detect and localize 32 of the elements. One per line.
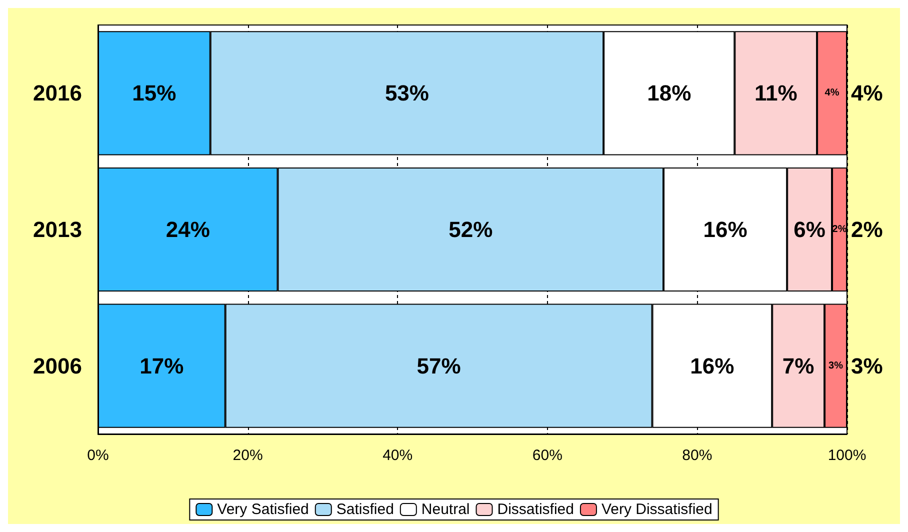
- y-tick-label: 2006: [33, 353, 82, 378]
- legend-label: Satisfied: [336, 501, 394, 518]
- data-label: 11%: [754, 80, 798, 106]
- y-tick-label: 2013: [33, 217, 82, 242]
- x-tick-label: 40%: [382, 447, 413, 464]
- x-tick-label: 0%: [87, 447, 109, 464]
- legend-label: Neutral: [421, 501, 470, 518]
- text: 3%: [851, 353, 883, 378]
- data-label: 52%: [448, 217, 493, 242]
- data-label: 16%: [703, 217, 748, 242]
- data-label: 57%: [416, 353, 461, 378]
- data-label: 6%: [794, 217, 826, 242]
- data-label: 24%: [166, 217, 210, 242]
- data-label: 16%: [690, 353, 734, 378]
- text: 2%: [851, 217, 883, 242]
- legend-label: Dissatisfied: [497, 501, 574, 518]
- legend-label: Very Dissatisfied: [601, 501, 712, 518]
- x-tick-label: 100%: [828, 447, 866, 464]
- data-label: 4%: [824, 88, 840, 99]
- data-label: 15%: [132, 80, 176, 106]
- data-label: 17%: [140, 353, 184, 378]
- x-tick-label: 60%: [532, 447, 562, 464]
- legend-label: Very Satisfied: [217, 501, 309, 518]
- text: 4%: [851, 80, 883, 106]
- y-tick-label: 2016: [33, 80, 82, 106]
- data-label: 7%: [782, 353, 814, 378]
- data-label: 2%: [832, 224, 847, 235]
- x-tick-label: 80%: [682, 447, 712, 464]
- data-label: 3%: [828, 360, 844, 372]
- data-label: 18%: [647, 80, 692, 106]
- x-tick-label: 20%: [232, 447, 263, 464]
- data-label: 53%: [384, 80, 429, 106]
